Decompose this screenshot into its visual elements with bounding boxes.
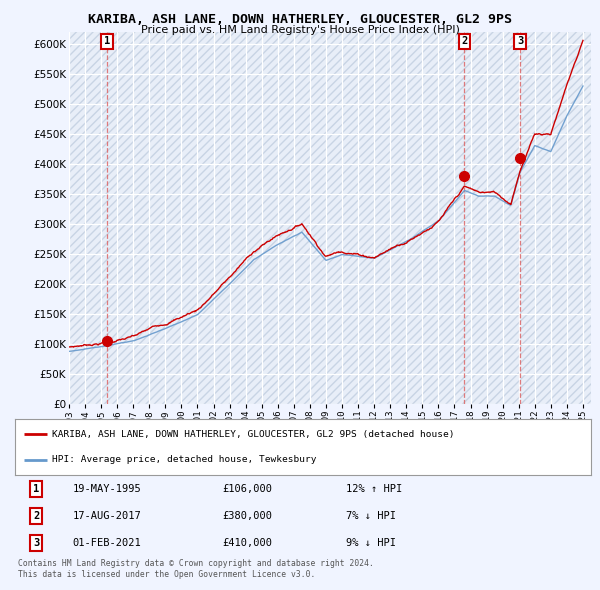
Text: £106,000: £106,000 <box>223 484 272 494</box>
Text: 9% ↓ HPI: 9% ↓ HPI <box>346 537 396 548</box>
Text: 1: 1 <box>33 484 40 494</box>
Text: 3: 3 <box>517 36 523 46</box>
Text: KARIBA, ASH LANE, DOWN HATHERLEY, GLOUCESTER, GL2 9PS (detached house): KARIBA, ASH LANE, DOWN HATHERLEY, GLOUCE… <box>52 430 455 438</box>
Text: £410,000: £410,000 <box>223 537 272 548</box>
Text: 2: 2 <box>33 511 40 521</box>
Text: HPI: Average price, detached house, Tewkesbury: HPI: Average price, detached house, Tewk… <box>52 455 317 464</box>
Text: KARIBA, ASH LANE, DOWN HATHERLEY, GLOUCESTER, GL2 9PS: KARIBA, ASH LANE, DOWN HATHERLEY, GLOUCE… <box>88 13 512 26</box>
Text: 7% ↓ HPI: 7% ↓ HPI <box>346 511 396 521</box>
Text: 01-FEB-2021: 01-FEB-2021 <box>73 537 142 548</box>
Text: Price paid vs. HM Land Registry's House Price Index (HPI): Price paid vs. HM Land Registry's House … <box>140 25 460 35</box>
Text: 2: 2 <box>461 36 467 46</box>
Text: Contains HM Land Registry data © Crown copyright and database right 2024.
This d: Contains HM Land Registry data © Crown c… <box>18 559 374 579</box>
Text: 1: 1 <box>104 36 110 46</box>
Text: 17-AUG-2017: 17-AUG-2017 <box>73 511 142 521</box>
Text: 12% ↑ HPI: 12% ↑ HPI <box>346 484 403 494</box>
Text: 3: 3 <box>33 537 40 548</box>
Text: 19-MAY-1995: 19-MAY-1995 <box>73 484 142 494</box>
Text: £380,000: £380,000 <box>223 511 272 521</box>
